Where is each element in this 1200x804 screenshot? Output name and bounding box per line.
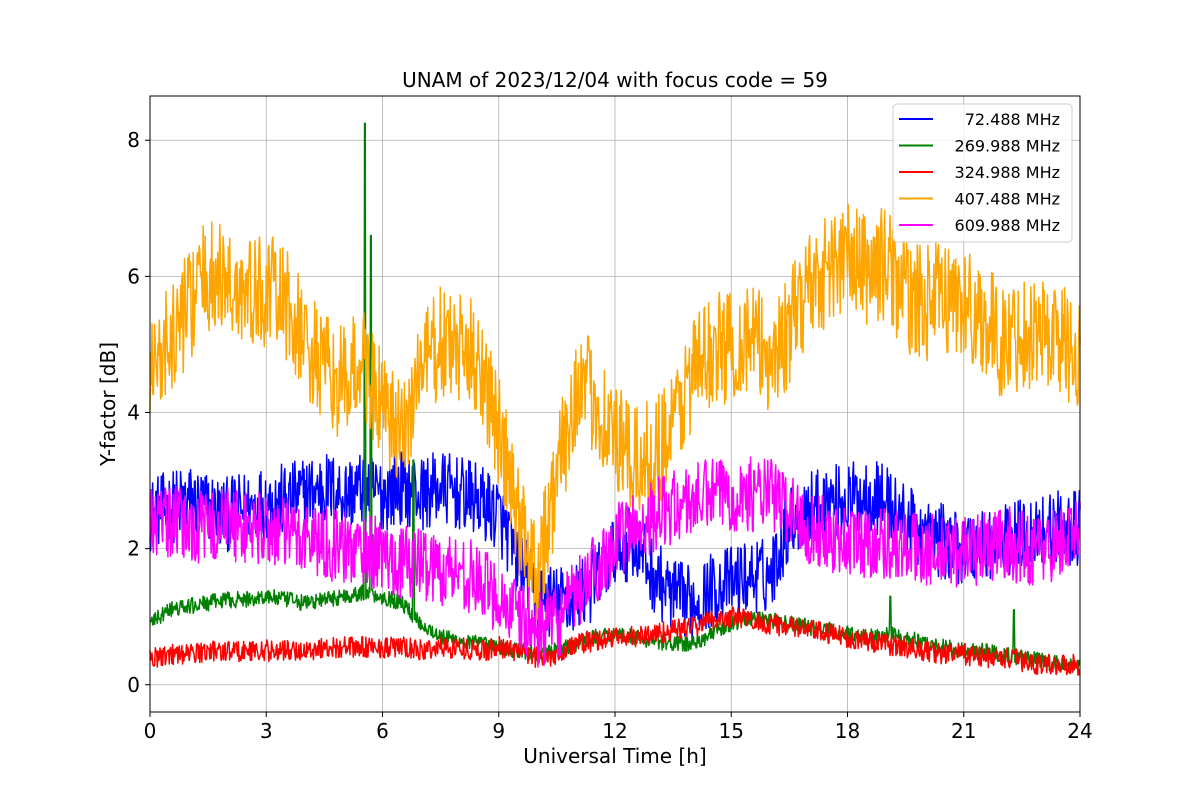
y-tick-label: 0 xyxy=(127,673,140,697)
x-tick-label: 3 xyxy=(260,719,273,743)
series-line xyxy=(149,606,1081,676)
x-axis-ticks: 0 3 6 9 12 15 18 21 24 xyxy=(144,712,1093,743)
y-tick-label: 4 xyxy=(127,401,140,425)
y-axis-label: Y-factor [dB] xyxy=(96,342,120,467)
y-tick-label: 8 xyxy=(127,128,140,152)
legend-label: 269.988 MHz xyxy=(955,137,1060,156)
x-tick-label: 6 xyxy=(376,719,389,743)
series-line xyxy=(149,203,1081,620)
legend: 72.488 MHz 269.988 MHz 324.988 MHz 407.488 … xyxy=(892,103,1073,243)
x-tick-label: 9 xyxy=(492,719,505,743)
legend-items: 72.488 MHz 269.988 MHz 324.988 MHz 407.488 … xyxy=(899,110,1060,235)
y-axis-ticks: 0 2 4 6 8 xyxy=(127,128,150,697)
chart-title: UNAM of 2023/12/04 with focus code = 59 xyxy=(402,68,828,92)
y-tick-label: 6 xyxy=(127,264,140,288)
legend-box xyxy=(892,103,1073,243)
series-layer xyxy=(149,122,1081,676)
legend-label: 72.488 MHz xyxy=(965,110,1060,129)
series-line xyxy=(149,450,1081,641)
x-tick-label: 15 xyxy=(719,719,744,743)
legend-label: 609.988 MHz xyxy=(955,216,1060,235)
x-tick-label: 21 xyxy=(951,719,976,743)
x-tick-label: 18 xyxy=(835,719,860,743)
x-tick-label: 24 xyxy=(1067,719,1092,743)
series-line xyxy=(149,456,1081,668)
x-tick-label: 0 xyxy=(144,719,157,743)
x-axis-label: Universal Time [h] xyxy=(523,744,706,768)
y-tick-label: 2 xyxy=(127,537,140,561)
x-tick-label: 12 xyxy=(602,719,627,743)
legend-label: 324.988 MHz xyxy=(955,163,1060,182)
legend-label: 407.488 MHz xyxy=(955,190,1060,209)
